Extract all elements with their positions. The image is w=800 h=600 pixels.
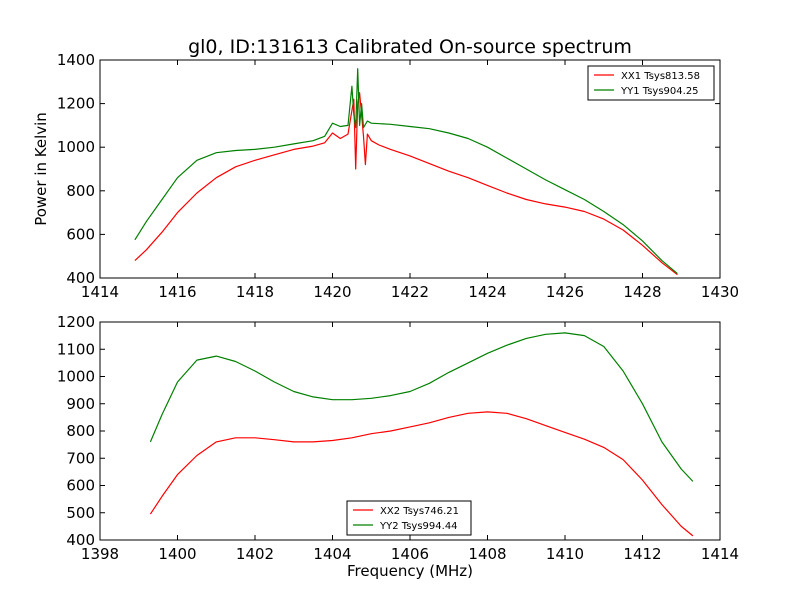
legend: XX1 Tsys813.58 YY1 Tsys904.25 <box>587 65 715 101</box>
y-tick-label: 400 <box>66 531 95 549</box>
y-tick-label: 900 <box>66 395 95 413</box>
series-line-yy2-tsys994-44 <box>149 332 694 482</box>
x-tick-label: 1404 <box>313 545 351 563</box>
legend-entry-label: YY2 Tsys994.44 <box>379 521 458 532</box>
y-tick-label: 1200 <box>57 95 95 113</box>
x-axis-label: Frequency (MHz) <box>347 562 473 580</box>
y-tick-label: 1200 <box>57 313 95 331</box>
x-tick-label: 1420 <box>313 283 351 301</box>
series-line-xx1-tsys813-58 <box>134 92 678 276</box>
y-tick-label: 600 <box>66 225 95 243</box>
series-line-xx2-tsys746-21 <box>149 411 694 537</box>
y-tick-label: 700 <box>66 449 95 467</box>
x-tick-label: 1418 <box>236 283 274 301</box>
legend: XX2 Tsys746.21 YY2 Tsys994.44 <box>346 500 472 536</box>
x-tick-label: 1398 <box>81 545 119 563</box>
top-panel: 1414 1416 1418 1420 1422 1424 1426 1428 1430 400 6… <box>32 51 739 301</box>
chart-title: gl0, ID:131613 Calibrated On-source spec… <box>188 36 632 58</box>
y-tick-label: 1000 <box>57 138 95 156</box>
x-tick-label: 1410 <box>546 545 584 563</box>
x-tick-label: 1412 <box>623 545 661 563</box>
y-tick-label: 600 <box>66 477 95 495</box>
legend-box <box>346 500 472 536</box>
x-tick-label: 1406 <box>391 545 429 563</box>
x-tick-label: 1424 <box>468 283 506 301</box>
x-tick-label: 1414 <box>701 545 739 563</box>
y-tick-label: 1000 <box>57 368 95 386</box>
x-tick-label: 1400 <box>158 545 196 563</box>
legend-entry-label: XX2 Tsys746.21 <box>380 506 459 517</box>
x-tick-label: 1430 <box>701 283 739 301</box>
x-tick-label: 1426 <box>546 283 584 301</box>
y-tick-label: 500 <box>66 504 95 522</box>
x-tick-label: 1402 <box>236 545 274 563</box>
x-tick-label: 1416 <box>158 283 196 301</box>
y-tick-label: 400 <box>66 269 95 287</box>
legend-entry-label: YY1 Tsys904.25 <box>620 86 699 97</box>
y-tick-label: 800 <box>66 182 95 200</box>
y-axis-label: Power in Kelvin <box>32 112 50 226</box>
series-line-yy1-tsys904-25 <box>134 68 678 275</box>
y-tick-label: 1100 <box>57 340 95 358</box>
y-tick-label: 800 <box>66 422 95 440</box>
legend-box <box>587 65 715 101</box>
bottom-panel: 1398 1400 1402 1404 1406 1408 1410 1412 1414 400 5… <box>57 313 739 580</box>
x-tick-label: 1428 <box>623 283 661 301</box>
y-tick-label: 1400 <box>57 51 95 69</box>
x-tick-label: 1414 <box>81 283 119 301</box>
x-tick-label: 1422 <box>391 283 429 301</box>
x-tick-label: 1408 <box>468 545 506 563</box>
legend-entry-label: XX1 Tsys813.58 <box>621 71 700 82</box>
